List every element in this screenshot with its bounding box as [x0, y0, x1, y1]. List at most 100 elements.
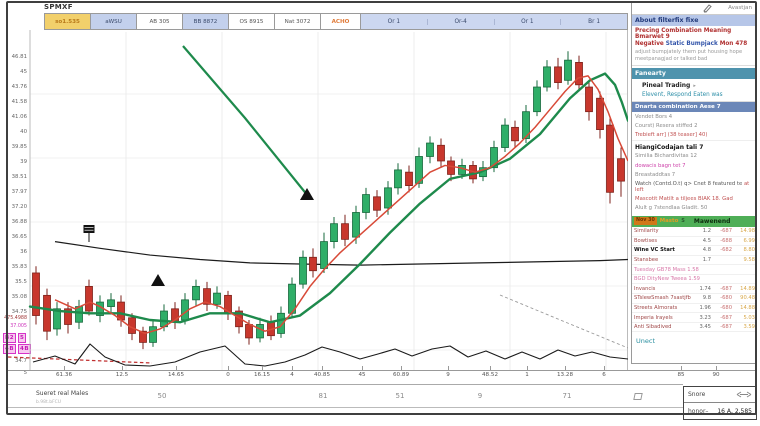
sidebar-toolbar: Avastjan — [632, 2, 757, 15]
row-value-2: 14.98 — [740, 228, 755, 235]
row-value-2: 14.88 — [740, 304, 755, 311]
x-axis-tick — [716, 366, 717, 370]
row-name: Wine VC Start — [634, 247, 675, 254]
row-change: -687 — [720, 228, 732, 235]
status-row-1: Snore — [684, 387, 756, 403]
x-axis-tick — [322, 366, 323, 370]
table-row[interactable]: STslewSmash 7sastjfb 9.8 -680 90.48 — [632, 294, 757, 304]
movers-title: Mawenend — [693, 217, 731, 225]
x-axis-tick — [176, 366, 177, 370]
x-axis-label: 12.5 — [115, 372, 129, 378]
toolbar-cell-5[interactable]: OS 8915 — [229, 14, 275, 29]
stats-row[interactable]: Mascotit Matilt a tiljees BIAK 18. Gad — [635, 196, 733, 203]
pencil-icon[interactable] — [703, 3, 712, 13]
price-badge: 5 — [18, 333, 27, 343]
combo-row[interactable]: Vendet Bors 4 — [635, 113, 673, 120]
toolbar-cell-1[interactable]: so1.535 — [45, 14, 91, 29]
y-axis-label: 46.81 — [11, 54, 27, 60]
stretch-icon — [736, 391, 752, 398]
row-value-2: 90.48 — [740, 295, 755, 302]
row-value-1: 4.8 — [702, 247, 711, 254]
x-axis-tick — [565, 366, 566, 370]
table-row[interactable]: Tuesday GB78 Mass 1.58 — [632, 265, 757, 275]
table-row[interactable]: Streets Almorats 1.96 -680 14.88 — [632, 304, 757, 314]
timeframe-item-1[interactable]: Or 1 — [361, 18, 428, 25]
table-row[interactable]: Invancis 1.74 -687 14.89 — [632, 284, 757, 295]
news-body: adjust bumpjately them put housing hope … — [632, 47, 757, 67]
row-value-1: 9.8 — [702, 295, 711, 302]
price-badge: 4B — [3, 344, 17, 354]
row-value-1: 1.2 — [702, 228, 711, 235]
symbol-title: SPMXF — [44, 3, 73, 11]
toolbar-cell-6[interactable]: Nat 3072 — [275, 14, 321, 29]
y-axis-label: 37.20 — [11, 204, 27, 210]
y-axis-label: 35.08 — [11, 294, 27, 300]
row-value-1: 1.96 — [699, 304, 711, 311]
x-axis-tick — [527, 366, 528, 370]
flag-marker — [83, 225, 95, 233]
movers-table: Similarity 1.2 -687 14.98 Bowtises 4.5 -688 6.9… — [632, 227, 757, 333]
combo-row[interactable]: Courst) Resera stiffed 2 — [635, 123, 698, 129]
stats-title: HiangiCodajan tali 7 — [632, 139, 757, 152]
family-item-2[interactable]: Elevent, Respond Eaten was — [632, 90, 757, 103]
status-box: Snore honor– 16 A, 2,585 — [683, 386, 757, 420]
table-row[interactable]: Imperia Irayels 3.23 -687 5.03 — [632, 313, 757, 323]
date-badge: Nov 30 — [634, 217, 657, 226]
news-line-1[interactable]: Precing Combination Meaning Bmarwet 9 — [635, 28, 732, 40]
stats-row[interactable]: Watch (Contd.O.t) q> Cnet 8 featured te … — [635, 180, 750, 193]
toolbar-cell-3[interactable]: AB 305 — [137, 14, 183, 29]
row-name: Stansbee — [634, 256, 659, 263]
toolbar-cell-2[interactable]: aWSU — [91, 14, 137, 29]
sidebar-panel: Avastjan About filterfix fixe Precing Co… — [631, 2, 757, 364]
y-axis-special-label: 475.4988 — [4, 316, 27, 321]
x-axis-tick — [262, 366, 263, 370]
table-row[interactable]: Stansbee 1.7 9.58 — [632, 256, 757, 266]
axis-marker-box[interactable] — [633, 393, 643, 400]
stats-row[interactable]: dowacis bagn tet 7 — [635, 162, 686, 169]
table-row[interactable]: BGD DityNew Tweea 1.59 — [632, 275, 757, 285]
family-header: Fanearty — [632, 68, 757, 80]
timeframe-item-4[interactable]: Br 1 — [588, 18, 601, 25]
row-change: -687 — [720, 324, 732, 331]
x-axis-label-secondary: 51 — [395, 392, 405, 400]
row-value-1: 1.74 — [699, 285, 711, 292]
combo-row[interactable]: Trebieft arr] (38 teaser] 40) — [635, 132, 708, 139]
row-value-1: 3.23 — [699, 314, 711, 321]
stats-row[interactable]: Similia Bichardivitas 12 — [635, 153, 697, 160]
x-axis-label: 61.36 — [55, 372, 73, 378]
x-axis-label: 90 — [712, 372, 720, 378]
y-axis-label: 36 — [20, 249, 27, 255]
y-axis-label: 45 — [20, 69, 27, 75]
row-value-1: 3.45 — [699, 324, 711, 331]
toolbar-cell-7[interactable]: ACHO — [321, 14, 361, 29]
toolbar-cell-4[interactable]: BB 8872 — [183, 14, 229, 29]
y-axis-label: 5 — [23, 370, 27, 376]
x-axis-label: 0 — [226, 372, 230, 378]
stats-row[interactable]: Alult g 7stendlaa Gladit. 50 — [635, 205, 708, 212]
x-axis-label: 6 — [602, 372, 606, 378]
row-value-2: 8.80 — [743, 247, 755, 254]
timeframe-item-3[interactable]: Or 1 — [495, 18, 562, 25]
price-chart[interactable] — [8, 30, 628, 370]
table-row[interactable]: Anti Sibadived 3.45 -687 3.59 — [632, 323, 757, 333]
y-axis-label: 39.85 — [11, 144, 27, 150]
news-line-2[interactable]: Negative Static Bumpjack Mon 478 — [635, 41, 748, 47]
row-change: -687 — [720, 285, 732, 292]
family-item-1[interactable]: Pineal Trading ▸ — [642, 82, 696, 90]
edit-label[interactable]: Avastjan — [728, 5, 752, 11]
footer-sub-label: b.98t.bFCU — [36, 400, 62, 405]
x-axis-label: 45 — [358, 372, 366, 378]
unect-link[interactable]: Unect — [636, 337, 655, 346]
table-row[interactable]: Bowtises 4.5 -688 6.99 — [632, 237, 757, 247]
y-axis-label: 35.5 — [14, 279, 27, 285]
stats-row[interactable]: Breastaddtas 7 — [635, 171, 676, 178]
timeframe-item-2[interactable]: Or-4 — [428, 18, 495, 25]
y-axis-label: 34.75 — [11, 309, 27, 315]
y-axis-label: 36.88 — [11, 219, 27, 225]
x-axis-tick — [362, 366, 363, 370]
movers-tab[interactable]: Masto — [659, 218, 679, 225]
x-axis-tick — [64, 366, 65, 370]
table-row[interactable]: Wine VC Start 4.8 -682 8.80 — [632, 246, 757, 256]
table-row[interactable]: Similarity 1.2 -687 14.98 — [632, 227, 757, 237]
y-axis-label: 34.7 — [14, 358, 27, 364]
